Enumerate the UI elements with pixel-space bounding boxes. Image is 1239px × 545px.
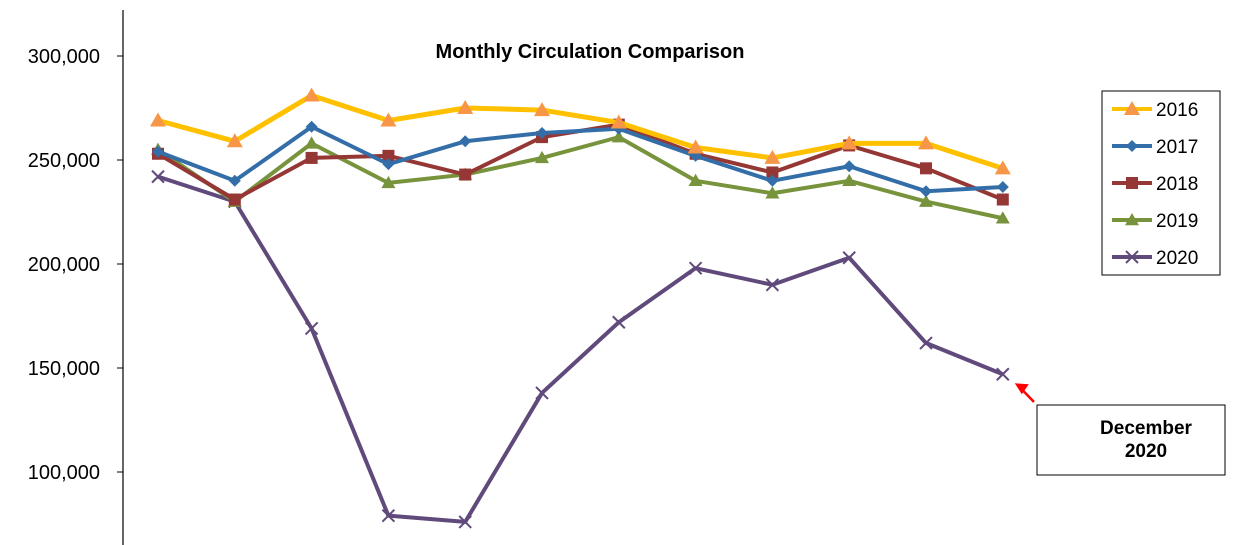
- chart-title: Monthly Circulation Comparison: [436, 41, 745, 63]
- data-point-2016: [994, 160, 1011, 175]
- data-point-2018: [920, 162, 932, 175]
- series-line-2019: [156, 135, 1004, 221]
- data-point-2019: [765, 186, 780, 199]
- data-point-2020: [996, 367, 1010, 381]
- data-point-2018: [382, 149, 395, 162]
- series-line-2016: [157, 93, 1004, 171]
- callout-text-line: December: [1100, 418, 1192, 439]
- series-2016: [150, 87, 1011, 175]
- data-point-2016: [534, 102, 550, 117]
- data-point-2017: [152, 145, 164, 158]
- data-point-2016: [918, 135, 934, 150]
- data-point-2016: [457, 100, 474, 114]
- data-point-2016: [226, 133, 243, 148]
- data-point-2016: [610, 114, 627, 129]
- data-point-2016: [380, 112, 397, 127]
- data-point-2016: [303, 87, 320, 102]
- data-point-2019: [535, 150, 549, 164]
- data-point-2019: [381, 175, 396, 189]
- legend-label-2017: 2017: [1156, 137, 1198, 158]
- data-point-2016: [841, 135, 858, 150]
- data-point-2019: [688, 173, 703, 187]
- legend-label-2018: 2018: [1156, 174, 1198, 195]
- data-point-2017: [766, 174, 779, 187]
- y-tick-label: 200,000: [28, 254, 100, 276]
- data-point-2017: [305, 120, 318, 133]
- data-point-2018: [996, 193, 1009, 206]
- callout-box: [1036, 404, 1226, 476]
- data-point-2018: [228, 193, 241, 206]
- data-point-2017: [536, 126, 548, 139]
- legend-label-2016: 2016: [1156, 100, 1198, 121]
- series-2017: [152, 120, 1009, 198]
- data-point-2017: [920, 185, 932, 198]
- data-point-2020: [765, 278, 780, 292]
- callout-text-line: 2020: [1125, 441, 1167, 462]
- data-point-2020: [304, 321, 319, 336]
- data-point-2018: [305, 151, 318, 164]
- callout-arrowhead: [1014, 383, 1029, 395]
- data-point-2019: [995, 211, 1010, 224]
- data-point-2020: [535, 386, 549, 400]
- series-line-2017: [157, 124, 1003, 194]
- data-point-2020: [151, 169, 165, 184]
- data-point-2019: [304, 136, 319, 149]
- y-tick-label: 150,000: [28, 358, 100, 380]
- data-point-2019: [611, 130, 626, 143]
- series-line-2020: [157, 174, 1004, 524]
- y-tick-label: 100,000: [28, 462, 100, 484]
- legend-marker-2018: [1126, 177, 1138, 189]
- data-point-2017: [459, 135, 472, 148]
- legend-label-2020: 2020: [1156, 248, 1198, 269]
- data-point-2020: [688, 261, 703, 275]
- y-tick-label: 250,000: [28, 150, 100, 172]
- data-point-2017: [996, 181, 1009, 194]
- data-point-2017: [843, 160, 856, 173]
- data-point-2020: [842, 251, 856, 265]
- legend-marker-2020: [1125, 250, 1139, 264]
- data-point-2016: [764, 149, 781, 164]
- data-point-2017: [228, 174, 241, 187]
- legend-marker-2019: [1125, 213, 1139, 226]
- data-point-2020: [381, 508, 396, 523]
- data-point-2018: [459, 168, 472, 181]
- data-point-2017: [382, 158, 395, 171]
- series-2020: [151, 169, 1010, 529]
- data-point-2019: [842, 173, 857, 187]
- data-point-2020: [612, 315, 626, 329]
- legend: 2016 2017 2018 2019 2020: [1101, 90, 1221, 276]
- y-tick-label: 300,000: [28, 46, 100, 68]
- legend-label-2019: 2019: [1156, 211, 1198, 232]
- data-point-2016: [150, 112, 166, 127]
- legend-marker-2016: [1124, 101, 1140, 115]
- data-point-2016: [687, 139, 704, 154]
- data-point-2019: [919, 194, 933, 207]
- data-point-2020: [458, 515, 472, 529]
- data-point-2020: [919, 336, 933, 350]
- legend-marker-2017: [1126, 140, 1138, 152]
- data-point-2018: [766, 166, 779, 179]
